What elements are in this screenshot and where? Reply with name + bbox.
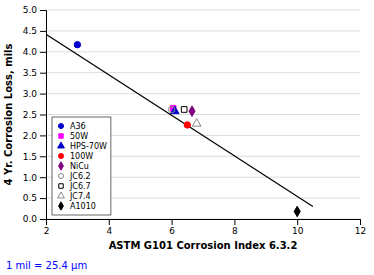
y-tick: 2.5: [23, 110, 46, 120]
x-tick-mark: [360, 219, 361, 225]
grid-line: [46, 10, 360, 11]
x-tick-label: 6: [169, 226, 175, 236]
legend-label: JC6.7: [69, 182, 91, 191]
chart: 2 4 6 8 10 12 0.0 0.5 1.0 1.5 2.0 2.5 3.0 3.5 4.0 4.5 5.…: [0, 0, 374, 275]
y-tick-label: 5.0: [23, 5, 38, 15]
y-tick-mark: [40, 219, 46, 220]
legend: A3650WHPS-70W100WNiCuJC6.2JC6.7JC7.4A101…: [52, 117, 111, 215]
legend-label: NiCu: [70, 162, 89, 171]
y-tick: 3.0: [23, 89, 46, 99]
grid-line: [46, 51, 360, 52]
x-tick-mark: [297, 219, 298, 225]
y-tick: 3.5: [23, 68, 46, 78]
point: [189, 106, 195, 117]
point: [184, 122, 190, 128]
x-tick-mark: [234, 219, 235, 225]
y-tick-mark: [40, 52, 46, 53]
x-tick: 12: [355, 219, 366, 236]
x-tick: 8: [232, 219, 238, 236]
legend-label: JC6.2: [69, 172, 91, 181]
legend-label: HPS-70W: [70, 142, 107, 151]
axis-line: [47, 220, 361, 226]
y-tick-label: 1.5: [23, 152, 37, 162]
y-tick-label: 2.0: [23, 131, 38, 141]
plot-area: 2 4 6 8 10 12 0.0 0.5 1.0 1.5 2.0 2.5 3.0 3.5 4.0 4.5 5.…: [3, 5, 366, 251]
legend-symbol: [58, 153, 63, 158]
legend-label: 50W: [70, 132, 88, 141]
y-tick-mark: [40, 31, 46, 32]
grid: [46, 10, 360, 219]
y-tick-mark: [40, 135, 46, 136]
y-tick-mark: [40, 94, 46, 95]
y-tick: 1.0: [23, 173, 46, 183]
y-tick-mark: [40, 115, 46, 116]
x-tick-mark: [109, 219, 110, 225]
x-axis: 2 4 6 8 10 12: [44, 219, 367, 236]
legend-symbol: [59, 162, 64, 170]
y-axis-title: 4 Yr. Corrosion Loss, mils: [3, 43, 14, 185]
y-tick: 4.5: [23, 26, 46, 36]
grid-line: [46, 93, 360, 94]
marks: [46, 34, 313, 216]
y-tick: 2.0: [23, 131, 46, 141]
y-axis: 0.0 0.5 1.0 1.5 2.0 2.5 3.0 3.5 4.0 4.5 5.0: [23, 5, 47, 224]
note: 1 mil = 25.4 μm: [6, 260, 87, 271]
legend-label: JC7.4: [69, 192, 91, 201]
y-tick-mark: [40, 198, 46, 199]
x-tick-label: 8: [232, 226, 238, 236]
legend-label: A1010: [70, 202, 96, 211]
point: [74, 42, 80, 48]
x-axis-title: ASTM G101 Corrosion Index 6.3.2: [109, 240, 298, 251]
y-tick-label: 3.5: [23, 68, 37, 78]
y-tick: 0.5: [23, 193, 46, 203]
y-tick-mark: [40, 156, 46, 157]
y-tick-label: 4.0: [23, 47, 38, 57]
y-tick-label: 2.5: [23, 110, 37, 120]
x-tick-label: 2: [44, 226, 50, 236]
legend-symbol: [59, 202, 64, 210]
x-tick-mark: [172, 219, 173, 225]
y-tick: 5.0: [23, 5, 46, 15]
x-tick: 10: [292, 219, 304, 236]
y-tick: 0.0: [23, 214, 46, 224]
y-tick: 4.0: [23, 47, 46, 57]
y-tick-label: 3.0: [23, 89, 38, 99]
x-tick-label: 12: [355, 226, 366, 236]
grid-line: [46, 114, 360, 115]
point: [294, 206, 300, 217]
legend-symbol: [59, 184, 63, 188]
legend-label: 100W: [70, 152, 93, 161]
y-tick-mark: [40, 10, 46, 11]
point: [168, 106, 174, 112]
grid-line: [46, 72, 360, 73]
legend-symbol: [58, 173, 63, 178]
y-tick-label: 4.5: [23, 26, 37, 36]
legend-label: A36: [70, 122, 86, 131]
x-tick-label: 10: [292, 226, 304, 236]
point: [181, 107, 187, 113]
legend-symbol: [58, 192, 65, 198]
x-tick: 6: [169, 219, 175, 236]
y-tick-label: 0.5: [23, 193, 37, 203]
y-tick-label: 0.0: [23, 214, 38, 224]
legend-frame: [52, 117, 111, 215]
y-tick-mark: [40, 73, 46, 74]
y-tick: 1.5: [23, 152, 46, 162]
y-tick-label: 1.0: [23, 173, 38, 183]
x-tick-label: 4: [106, 226, 112, 236]
y-tick-mark: [40, 177, 46, 178]
x-tick: 2: [44, 219, 50, 236]
grid-line: [46, 30, 360, 31]
legend-symbol: [59, 134, 63, 138]
legend-symbol: [58, 123, 63, 128]
point: [192, 119, 201, 126]
legend-symbol: [58, 142, 65, 148]
x-tick: 4: [106, 219, 112, 236]
axis-line: [40, 11, 47, 220]
